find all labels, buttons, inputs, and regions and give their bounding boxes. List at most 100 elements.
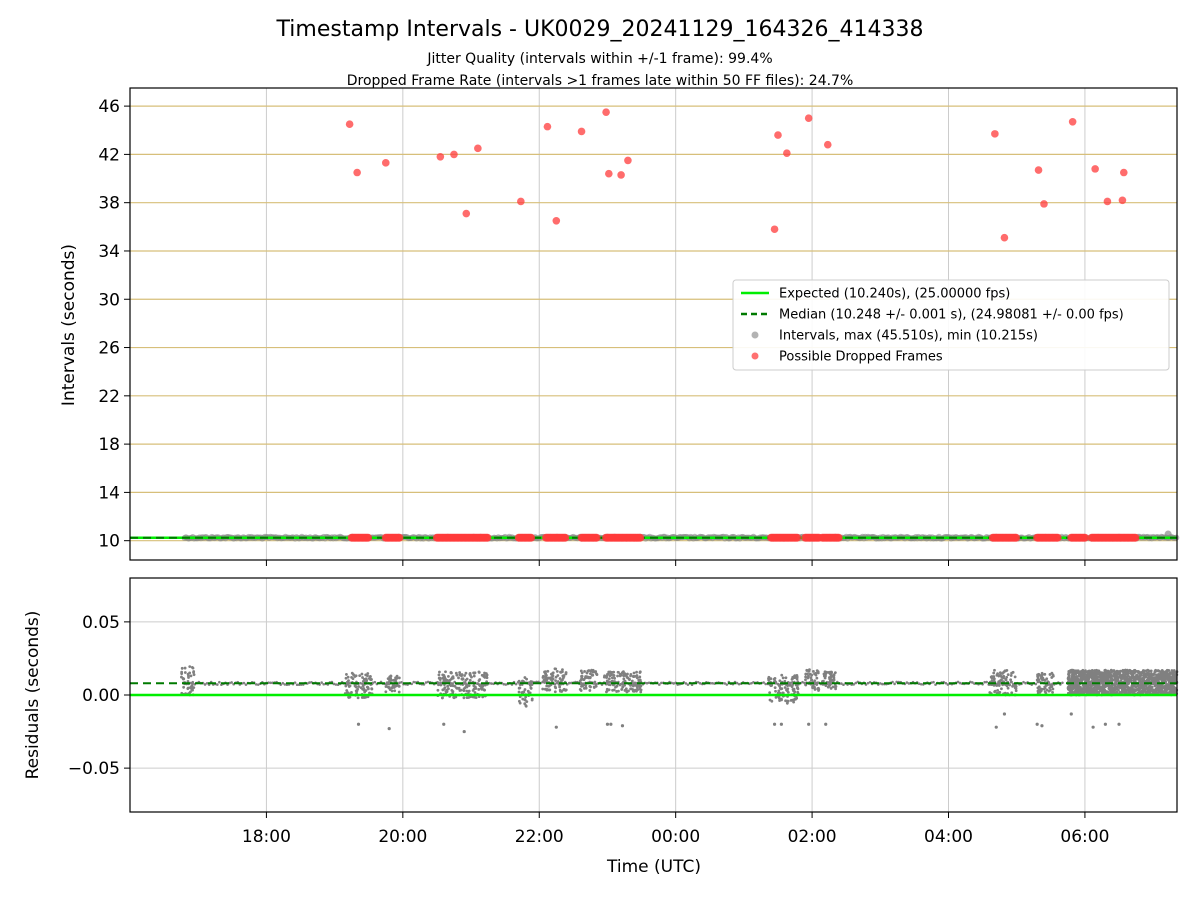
residual-point xyxy=(1036,674,1040,678)
x-tick-label: 22:00 xyxy=(515,827,564,847)
residual-point xyxy=(230,681,233,684)
residual-point xyxy=(1078,685,1082,689)
residual-point xyxy=(1160,684,1164,688)
residual-point xyxy=(639,690,643,694)
residual-point xyxy=(698,682,702,685)
residual-point xyxy=(547,684,551,688)
residual-point xyxy=(543,670,547,674)
residual-point xyxy=(635,676,639,680)
residual-point xyxy=(523,688,527,691)
residual-point xyxy=(502,682,506,686)
residual-point xyxy=(1010,680,1013,684)
residual-point xyxy=(345,689,349,692)
residual-point xyxy=(527,681,531,685)
residual-point xyxy=(190,684,194,688)
residual-point xyxy=(777,683,781,687)
residual-point xyxy=(781,676,785,680)
residual-point xyxy=(610,676,614,680)
residual-point xyxy=(1035,722,1039,726)
residual-point xyxy=(359,686,363,690)
residual-point xyxy=(998,681,1002,685)
residual-point xyxy=(767,678,771,682)
residual-point xyxy=(993,668,996,672)
residual-point xyxy=(449,684,453,687)
residual-point xyxy=(997,684,1001,687)
residual-point xyxy=(1105,677,1109,681)
residual-point xyxy=(1163,675,1167,679)
residual-point xyxy=(1005,684,1009,688)
residual-point xyxy=(946,683,950,686)
residual-point xyxy=(192,673,196,677)
residual-point xyxy=(180,672,184,676)
residual-point xyxy=(344,684,348,688)
dropped-frame-point xyxy=(770,225,779,234)
residual-point xyxy=(1160,670,1164,674)
residual-point xyxy=(579,678,583,681)
residual-point xyxy=(366,674,369,678)
residual-point xyxy=(459,688,463,692)
residual-point xyxy=(397,684,401,688)
residual-point xyxy=(1113,684,1117,688)
chart-subtitle-jitter: Jitter Quality (intervals within +/-1 fr… xyxy=(426,51,772,67)
residual-point xyxy=(397,676,401,680)
residual-point xyxy=(620,724,625,728)
x-axis: 18:00 20:00 22:00 00:00 02:00 04:00 06:00 xyxy=(242,560,1109,847)
residual-point xyxy=(789,699,793,702)
residual-point xyxy=(616,674,619,678)
residual-point xyxy=(638,670,642,674)
residual-point xyxy=(442,673,446,677)
residual-point xyxy=(1134,675,1138,679)
residual-point xyxy=(1122,676,1126,679)
residual-point xyxy=(1045,677,1049,681)
residual-point xyxy=(1067,672,1070,676)
residual-point xyxy=(783,679,787,683)
residual-point xyxy=(1014,687,1018,691)
residual-point xyxy=(985,680,988,684)
residual-point xyxy=(1099,689,1102,693)
residual-point xyxy=(615,684,619,688)
residual-point xyxy=(1024,681,1027,685)
residual-point xyxy=(1061,681,1064,685)
dropped-frame-point xyxy=(1091,165,1099,173)
residual-point xyxy=(594,672,598,676)
residual-point xyxy=(1091,725,1095,729)
residual-point xyxy=(370,687,374,691)
dropped-frame-point xyxy=(783,149,791,157)
residual-point xyxy=(840,682,843,685)
residual-point xyxy=(686,683,690,686)
residual-point xyxy=(467,689,471,693)
top-y-tick-label: 30 xyxy=(98,290,120,310)
residual-point xyxy=(992,671,996,675)
residual-point xyxy=(359,681,362,685)
residual-point xyxy=(295,683,299,687)
residual-point xyxy=(812,669,815,673)
residual-point xyxy=(633,674,637,678)
dropped-frame-point xyxy=(436,153,445,161)
residual-point xyxy=(1141,671,1145,674)
residual-point xyxy=(1078,670,1082,674)
residual-point xyxy=(1141,669,1145,672)
residual-point xyxy=(815,683,819,686)
top-y-tick-label: 22 xyxy=(98,387,120,407)
dropped-frame-point xyxy=(804,114,813,122)
residual-point xyxy=(780,697,783,701)
dropped-frame-point xyxy=(1053,533,1062,542)
residual-point xyxy=(186,687,190,691)
residual-point xyxy=(621,685,625,689)
residual-point xyxy=(354,689,358,693)
residual-point xyxy=(807,722,811,726)
residual-point xyxy=(558,685,562,689)
residual-point xyxy=(1149,687,1153,691)
residual-point xyxy=(1080,674,1083,678)
residual-point xyxy=(1043,672,1047,676)
residual-point xyxy=(620,671,624,675)
residual-point xyxy=(1124,691,1128,695)
dropped-frame-point xyxy=(1068,118,1077,126)
residual-point xyxy=(1000,687,1003,691)
residual-point xyxy=(438,676,442,680)
residual-point xyxy=(1040,675,1044,678)
residual-point xyxy=(764,682,768,686)
residual-point xyxy=(606,680,610,684)
residual-point xyxy=(622,673,626,677)
residual-point xyxy=(786,690,790,694)
